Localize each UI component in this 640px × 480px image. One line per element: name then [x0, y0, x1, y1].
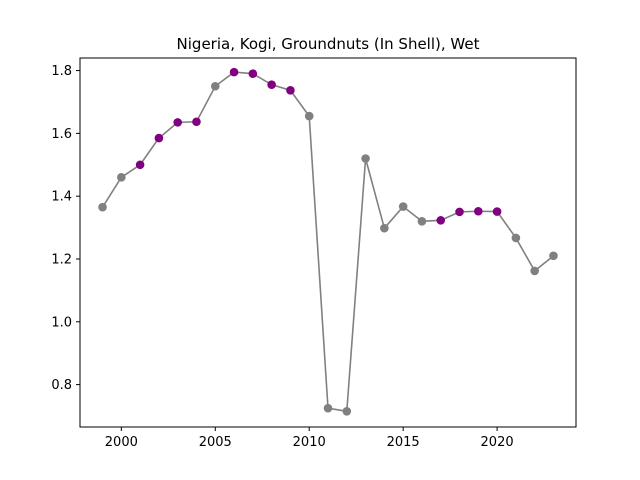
data-point	[154, 133, 164, 143]
data-point	[549, 251, 558, 261]
data-point	[342, 407, 352, 416]
data-point	[361, 154, 370, 163]
data-point	[135, 160, 145, 170]
x-axis: 2000 2005 2010 2015 2020	[105, 427, 514, 450]
y-tick-label: 0.8	[51, 378, 72, 393]
data-point	[286, 86, 295, 95]
data-point	[530, 266, 539, 276]
data-point	[417, 217, 427, 226]
data-point	[267, 80, 276, 89]
data-point	[398, 202, 408, 211]
y-tick-label: 1.0	[51, 315, 72, 330]
y-axis: 0.8 1.0 1.2 1.4 1.6 1.8	[51, 64, 80, 393]
y-tick-label: 1.4	[51, 190, 72, 205]
data-point	[248, 69, 258, 78]
data-point	[192, 117, 201, 127]
data-point	[511, 233, 521, 243]
chart-title: Nigeria, Kogi, Groundnuts (In Shell), We…	[177, 35, 480, 53]
data-point	[173, 118, 182, 127]
data-point	[229, 67, 239, 77]
x-tick-label: 2015	[387, 435, 420, 450]
data-point	[98, 202, 107, 212]
y-tick-label: 1.6	[51, 127, 72, 142]
data-point	[117, 173, 126, 182]
data-point	[304, 111, 314, 121]
data-point	[323, 403, 333, 413]
data-point	[436, 216, 446, 225]
series-line	[101, 71, 554, 413]
y-tick-label: 1.2	[51, 252, 72, 267]
x-tick-label: 2020	[481, 435, 514, 450]
x-tick-label: 2000	[105, 435, 138, 450]
plot-frame	[79, 57, 577, 428]
data-point	[474, 206, 483, 216]
data-point	[455, 207, 464, 217]
data-point	[492, 207, 502, 216]
data-point	[380, 223, 389, 233]
data-point	[210, 81, 220, 91]
x-tick-label: 2010	[293, 435, 326, 450]
x-tick-label: 2005	[199, 435, 232, 450]
series-layer	[98, 67, 558, 416]
y-tick-label: 1.8	[51, 64, 72, 79]
